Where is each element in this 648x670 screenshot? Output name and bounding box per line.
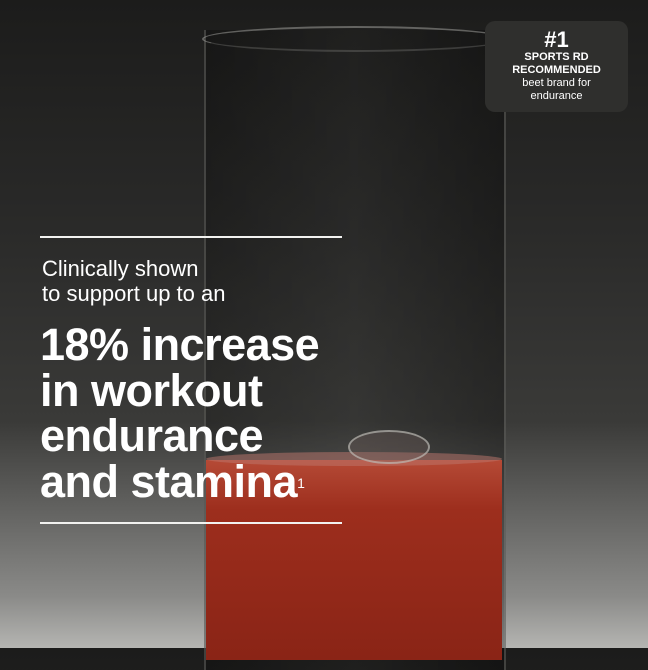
badge-line: RECOMMENDED	[512, 64, 601, 76]
liquid-surface	[206, 452, 502, 466]
subheadline: Clinically shown to support up to an	[42, 256, 225, 306]
bubble	[348, 430, 430, 464]
glass-rim	[202, 26, 508, 52]
top-divider	[40, 236, 342, 238]
headline-line: 18% increase	[40, 319, 320, 370]
recommendation-badge: #1 SPORTS RD RECOMMENDED beet brand for …	[485, 21, 628, 112]
headline-line: endurance	[40, 410, 264, 461]
subhead-line: Clinically shown	[42, 256, 199, 281]
badge-line: endurance	[530, 90, 583, 102]
badge-line: SPORTS RD	[524, 51, 589, 63]
footnote-marker: 1	[297, 474, 305, 491]
badge-rank: #1	[544, 27, 569, 52]
subhead-line: to support up to an	[42, 281, 226, 306]
headline: 18% increase in workout endurance and st…	[40, 319, 320, 507]
headline-line: and stamina	[40, 455, 298, 507]
beet-juice-liquid	[206, 460, 502, 660]
bottom-divider	[40, 522, 342, 524]
badge-line: beet brand for	[522, 77, 591, 89]
headline-line: in workout	[40, 364, 263, 416]
